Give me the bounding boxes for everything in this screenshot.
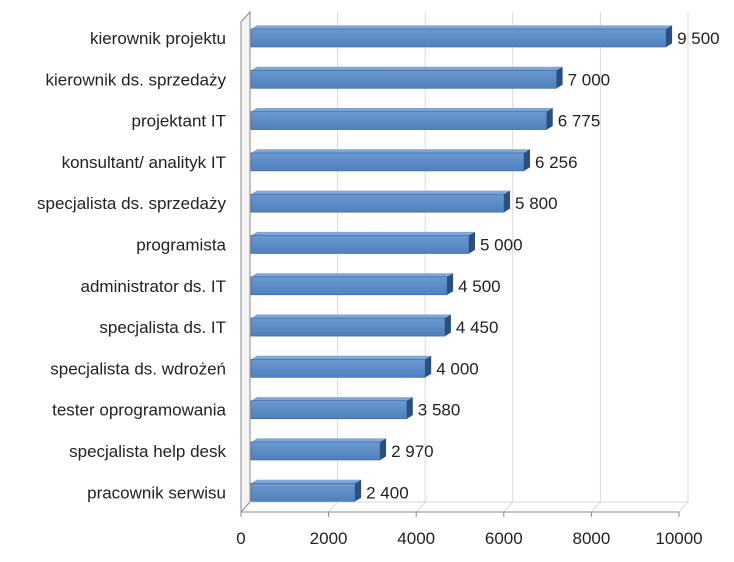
left-wall — [240, 10, 251, 514]
bar — [250, 276, 448, 296]
bar — [250, 152, 525, 172]
bar-side — [469, 231, 475, 254]
data-label: 4 500 — [458, 277, 501, 296]
bar — [250, 193, 505, 213]
category-label: pracownik serwisu — [87, 483, 226, 502]
category-label: tester oprogramowania — [52, 401, 226, 420]
bar-top — [251, 438, 387, 442]
category-label: programista — [136, 236, 226, 255]
x-tick-label: 6000 — [485, 529, 523, 548]
bar-side — [380, 438, 387, 460]
x-tick-label: 2000 — [310, 529, 348, 548]
data-label: 4 000 — [436, 359, 479, 378]
data-label: 9 500 — [677, 29, 720, 48]
gridline-floor — [678, 501, 689, 513]
category-label: projektant IT — [132, 112, 227, 131]
bar-side — [447, 273, 454, 295]
category-label: specjalista help desk — [69, 442, 226, 461]
bar-top — [251, 314, 451, 319]
category-label: konsultant/ analityk IT — [62, 153, 226, 172]
bar-top — [251, 231, 475, 236]
bar-top — [251, 397, 413, 401]
bar-side — [556, 66, 563, 89]
bar — [250, 235, 470, 254]
bar — [250, 111, 548, 130]
data-label: 3 580 — [418, 401, 461, 420]
bar — [250, 317, 446, 337]
category-label: specjalista ds. IT — [99, 318, 226, 337]
bar-top — [251, 190, 511, 195]
gridline-floor — [591, 501, 601, 513]
x-tick-label: 0 — [236, 529, 245, 548]
x-tick-label: 4000 — [397, 529, 435, 548]
category-label: specjalista ds. wdrożeń — [50, 359, 226, 378]
gridline-floor — [503, 501, 514, 513]
bar-top — [251, 479, 362, 484]
bar-side — [355, 479, 362, 502]
bar-top — [251, 66, 563, 71]
category-label: administrator ds. IT — [81, 277, 227, 296]
bar — [250, 441, 381, 461]
bar — [250, 70, 557, 89]
bar-side — [406, 397, 413, 419]
data-label: 2 970 — [391, 442, 434, 461]
bar-side — [444, 314, 451, 337]
bar-side — [524, 149, 531, 171]
bar-side — [425, 355, 432, 378]
bar — [250, 28, 667, 48]
data-label: 6 775 — [558, 112, 601, 131]
gridline-floor — [328, 501, 338, 513]
bar — [250, 482, 356, 502]
x-tick-label: 10000 — [655, 529, 702, 548]
bar-side — [666, 25, 673, 47]
bar — [250, 400, 408, 420]
category-label: specjalista ds. sprzedaży — [37, 194, 226, 213]
bar — [250, 359, 426, 378]
bar-side — [546, 108, 553, 130]
data-label: 2 400 — [366, 483, 409, 502]
gridline-floor — [415, 501, 426, 513]
bar-top — [251, 25, 673, 29]
category-label: kierownik ds. sprzedaży — [46, 70, 227, 89]
category-label: kierownik projektu — [90, 29, 226, 48]
data-label: 4 450 — [456, 318, 499, 337]
data-label: 6 256 — [535, 153, 578, 172]
bar-top — [251, 273, 454, 277]
data-label: 5 000 — [480, 236, 523, 255]
data-label: 7 000 — [568, 70, 611, 89]
bar-side — [504, 190, 511, 213]
bar-top — [251, 149, 531, 153]
data-label: 5 800 — [515, 194, 558, 213]
x-tick-label: 8000 — [572, 529, 610, 548]
bar-top — [251, 108, 553, 112]
bar-top — [251, 355, 432, 360]
